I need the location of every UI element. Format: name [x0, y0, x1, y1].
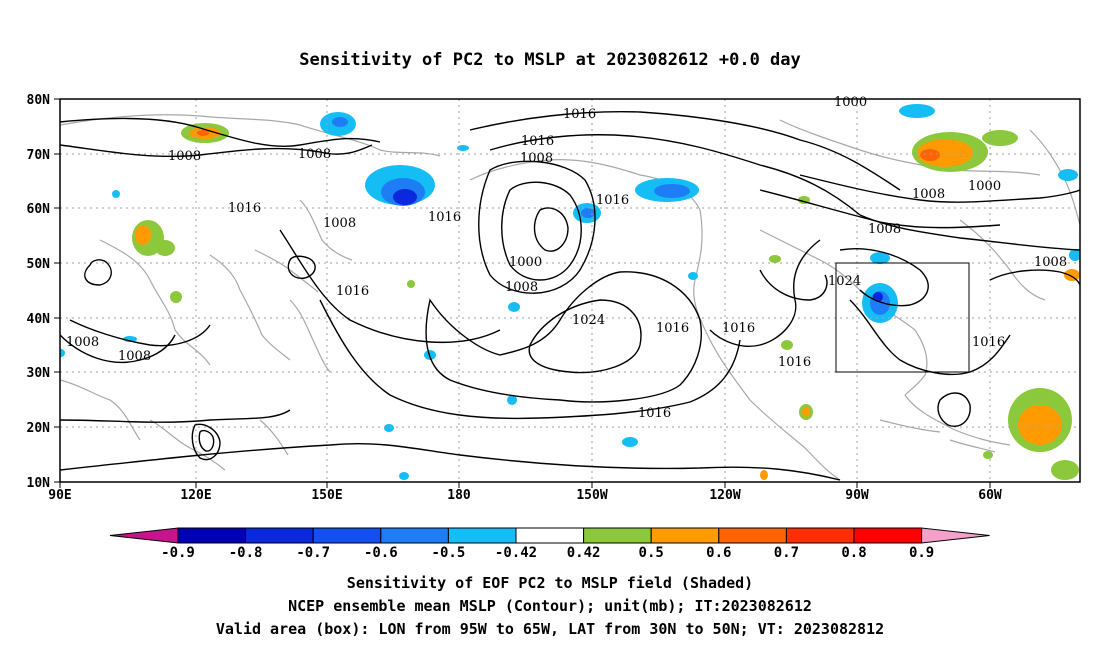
isobar-label: 1008 [505, 280, 538, 295]
isobar-labels: 1016 1016 1008 1008 1008 1008 1016 1016 … [66, 95, 1067, 421]
lon-label: 150W [576, 488, 607, 503]
colorbar-swatch [447, 527, 517, 544]
isobar-label: 1008 [323, 216, 356, 231]
isobar-label: 1000 [834, 95, 867, 110]
isobar-label: 1016 [722, 321, 755, 336]
isobar-label: 1008 [520, 151, 553, 166]
lat-label: 70N [27, 148, 51, 163]
lat-label: 10N [27, 476, 51, 491]
colorbar-label: -0.8 [229, 545, 263, 561]
lat-axis: 80N 70N 60N 50N 40N 30N 20N 10N [27, 93, 51, 491]
isobar-label: 1016 [656, 321, 689, 336]
colorbar-swatch [853, 527, 923, 544]
isobar-label: 1016 [228, 201, 261, 216]
footer-line-2: NCEP ensemble mean MSLP (Contour); unit(… [288, 597, 812, 615]
colorbar-swatch [650, 527, 720, 544]
graticule [60, 99, 1080, 482]
isobar-label: 1016 [638, 406, 671, 421]
colorbar-low-end [109, 527, 179, 544]
lat-label: 50N [27, 257, 51, 272]
colorbar-label: 0.5 [639, 545, 664, 561]
colorbar-swatch [245, 527, 314, 544]
colorbar: -0.9 -0.8 -0.7 -0.6 -0.5 -0.42 0.42 0.5 0.6 0.7 0.… [109, 527, 990, 561]
colorbar-label: -0.42 [495, 545, 537, 561]
isobar-contours [60, 111, 1080, 481]
isobar-label: 1008 [868, 222, 901, 237]
lon-label: 120E [180, 488, 211, 503]
lon-label: 120W [709, 488, 740, 503]
lon-label: 60W [978, 488, 1002, 503]
map-frame [59, 98, 1081, 483]
colorbar-label: 0.9 [909, 545, 934, 561]
colorbar-label: 0.42 [567, 545, 601, 561]
isobar-label: 1008 [168, 149, 201, 164]
valid-area-box [835, 262, 970, 373]
colorbar-swatch [583, 527, 652, 544]
sensitivity-shading [60, 104, 1080, 480]
colorbar-label: -0.6 [364, 545, 398, 561]
colorbar-high-end [921, 527, 990, 544]
colorbar-swatch [177, 527, 247, 544]
lat-label: 40N [27, 312, 51, 327]
isobar-label: 1008 [66, 335, 99, 350]
isobar-label: 1016 [428, 210, 461, 225]
lon-axis: 90E 120E 150E 180 150W 120W 90W 60W [48, 488, 1002, 503]
colorbar-swatch [785, 527, 855, 544]
colorbar-swatch [312, 527, 382, 544]
colorbar-swatch [380, 527, 449, 544]
isobar-label: 1008 [912, 187, 945, 202]
isobar-label: 1008 [1034, 255, 1067, 270]
colorbar-label: -0.9 [161, 545, 195, 561]
isobar-label: 1024 [572, 313, 605, 328]
colorbar-label: -0.5 [432, 545, 466, 561]
map-title: Sensitivity of PC2 to MSLP at 2023082612… [299, 50, 801, 70]
isobar-label: 1016 [972, 335, 1005, 350]
lat-label: 20N [27, 421, 51, 436]
colorbar-label: -0.7 [296, 545, 330, 561]
lon-label: 150E [311, 488, 342, 503]
colorbar-swatch [515, 527, 585, 544]
isobar-label: 1000 [968, 179, 1001, 194]
isobar-label: 1016 [521, 134, 554, 149]
isobar-label: 1008 [298, 147, 331, 162]
colorbar-swatch [718, 527, 787, 544]
colorbar-label: 0.6 [706, 545, 731, 561]
axis-ticks [54, 98, 991, 488]
isobar-label: 1016 [596, 193, 629, 208]
isobar-label: 1016 [336, 284, 369, 299]
colorbar-label: 0.8 [841, 545, 866, 561]
isobar-label: 1024 [828, 274, 861, 289]
footer-line-1: Sensitivity of EOF PC2 to MSLP field (Sh… [346, 574, 754, 592]
lon-label: 90W [845, 488, 869, 503]
footer-line-3: Valid area (box): LON from 95W to 65W, L… [215, 620, 885, 638]
lat-label: 60N [27, 202, 51, 217]
isobar-label: 1000 [509, 255, 542, 270]
lat-label: 80N [27, 93, 51, 108]
lon-label: 90E [48, 488, 71, 503]
colorbar-label: 0.7 [774, 545, 799, 561]
isobar-label: 1008 [118, 349, 151, 364]
isobar-label: 1016 [563, 107, 596, 122]
lat-label: 30N [27, 366, 51, 381]
isobar-label: 1016 [778, 355, 811, 370]
lon-label: 180 [447, 488, 471, 503]
